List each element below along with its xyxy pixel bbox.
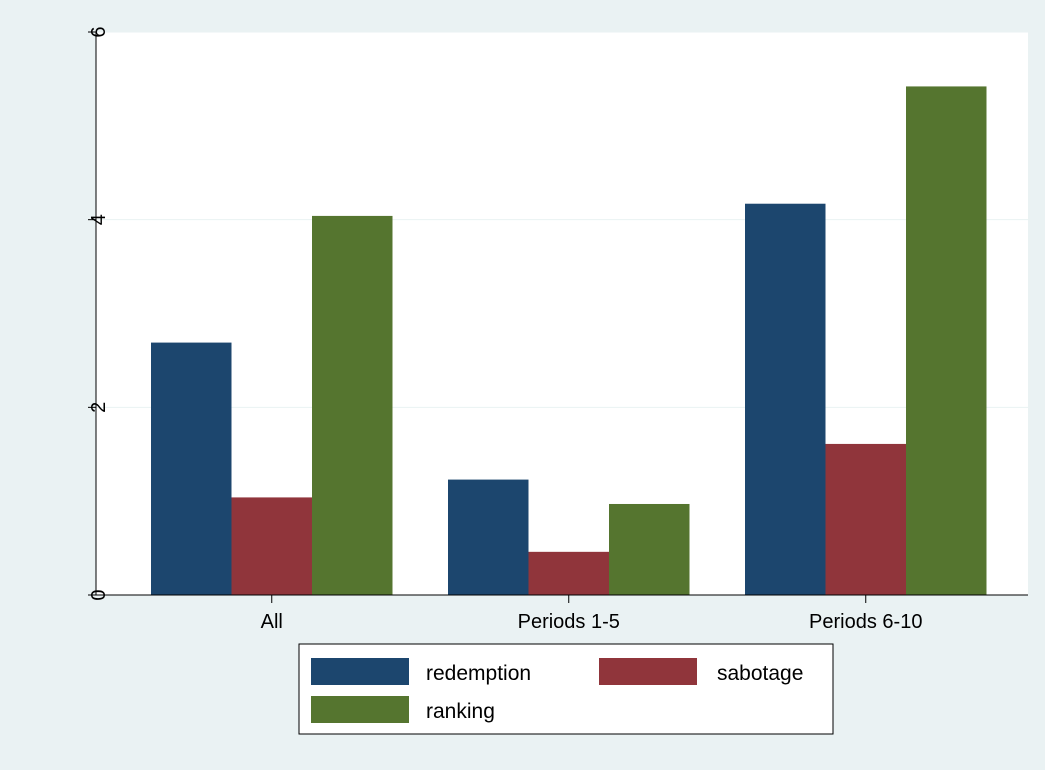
- y-tick-label: 0: [88, 589, 110, 600]
- bars: [151, 86, 987, 595]
- bar-redemption-2: [745, 203, 826, 595]
- legend-label-sabotage: sabotage: [717, 662, 803, 685]
- legend-swatch-ranking: [311, 696, 409, 723]
- x-tick-label: Periods 1-5: [518, 611, 620, 633]
- gridlines: [96, 31, 1028, 408]
- legend-swatch-sabotage: [599, 658, 697, 685]
- bar-redemption-1: [448, 479, 529, 595]
- bar-ranking-0: [312, 215, 393, 595]
- legend-swatch-redemption: [311, 658, 409, 685]
- bar-sabotage-0: [231, 497, 312, 595]
- y-axis-ticks: 0 2 4 6: [88, 26, 110, 601]
- legend: redemption sabotage ranking: [298, 643, 834, 735]
- y-tick-label: 6: [88, 26, 110, 37]
- bar-ranking-2: [906, 86, 987, 595]
- bar-redemption-0: [151, 342, 232, 595]
- legend-label-ranking: ranking: [426, 700, 495, 723]
- x-tick-label: Periods 6-10: [809, 611, 922, 633]
- bar-sabotage-2: [825, 443, 906, 595]
- x-tick-label: All: [261, 611, 283, 633]
- y-tick-label: 4: [88, 214, 110, 225]
- bar-sabotage-1: [528, 551, 609, 595]
- y-tick-label: 2: [88, 402, 110, 413]
- bar-ranking-1: [609, 503, 690, 595]
- legend-label-redemption: redemption: [426, 662, 531, 685]
- x-axis-ticks: All Periods 1-5 Periods 6-10: [261, 595, 922, 633]
